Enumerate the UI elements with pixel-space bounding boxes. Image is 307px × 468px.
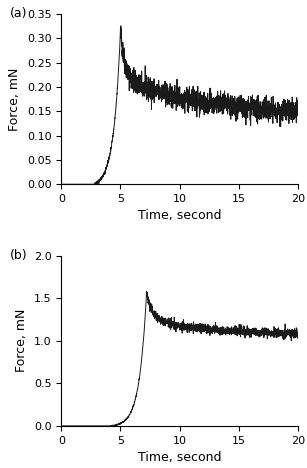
X-axis label: Time, second: Time, second (138, 451, 221, 464)
Text: (b): (b) (10, 249, 27, 262)
Y-axis label: Force, mN: Force, mN (8, 67, 21, 131)
Y-axis label: Force, mN: Force, mN (15, 309, 28, 373)
Text: (a): (a) (10, 7, 27, 20)
X-axis label: Time, second: Time, second (138, 210, 221, 222)
